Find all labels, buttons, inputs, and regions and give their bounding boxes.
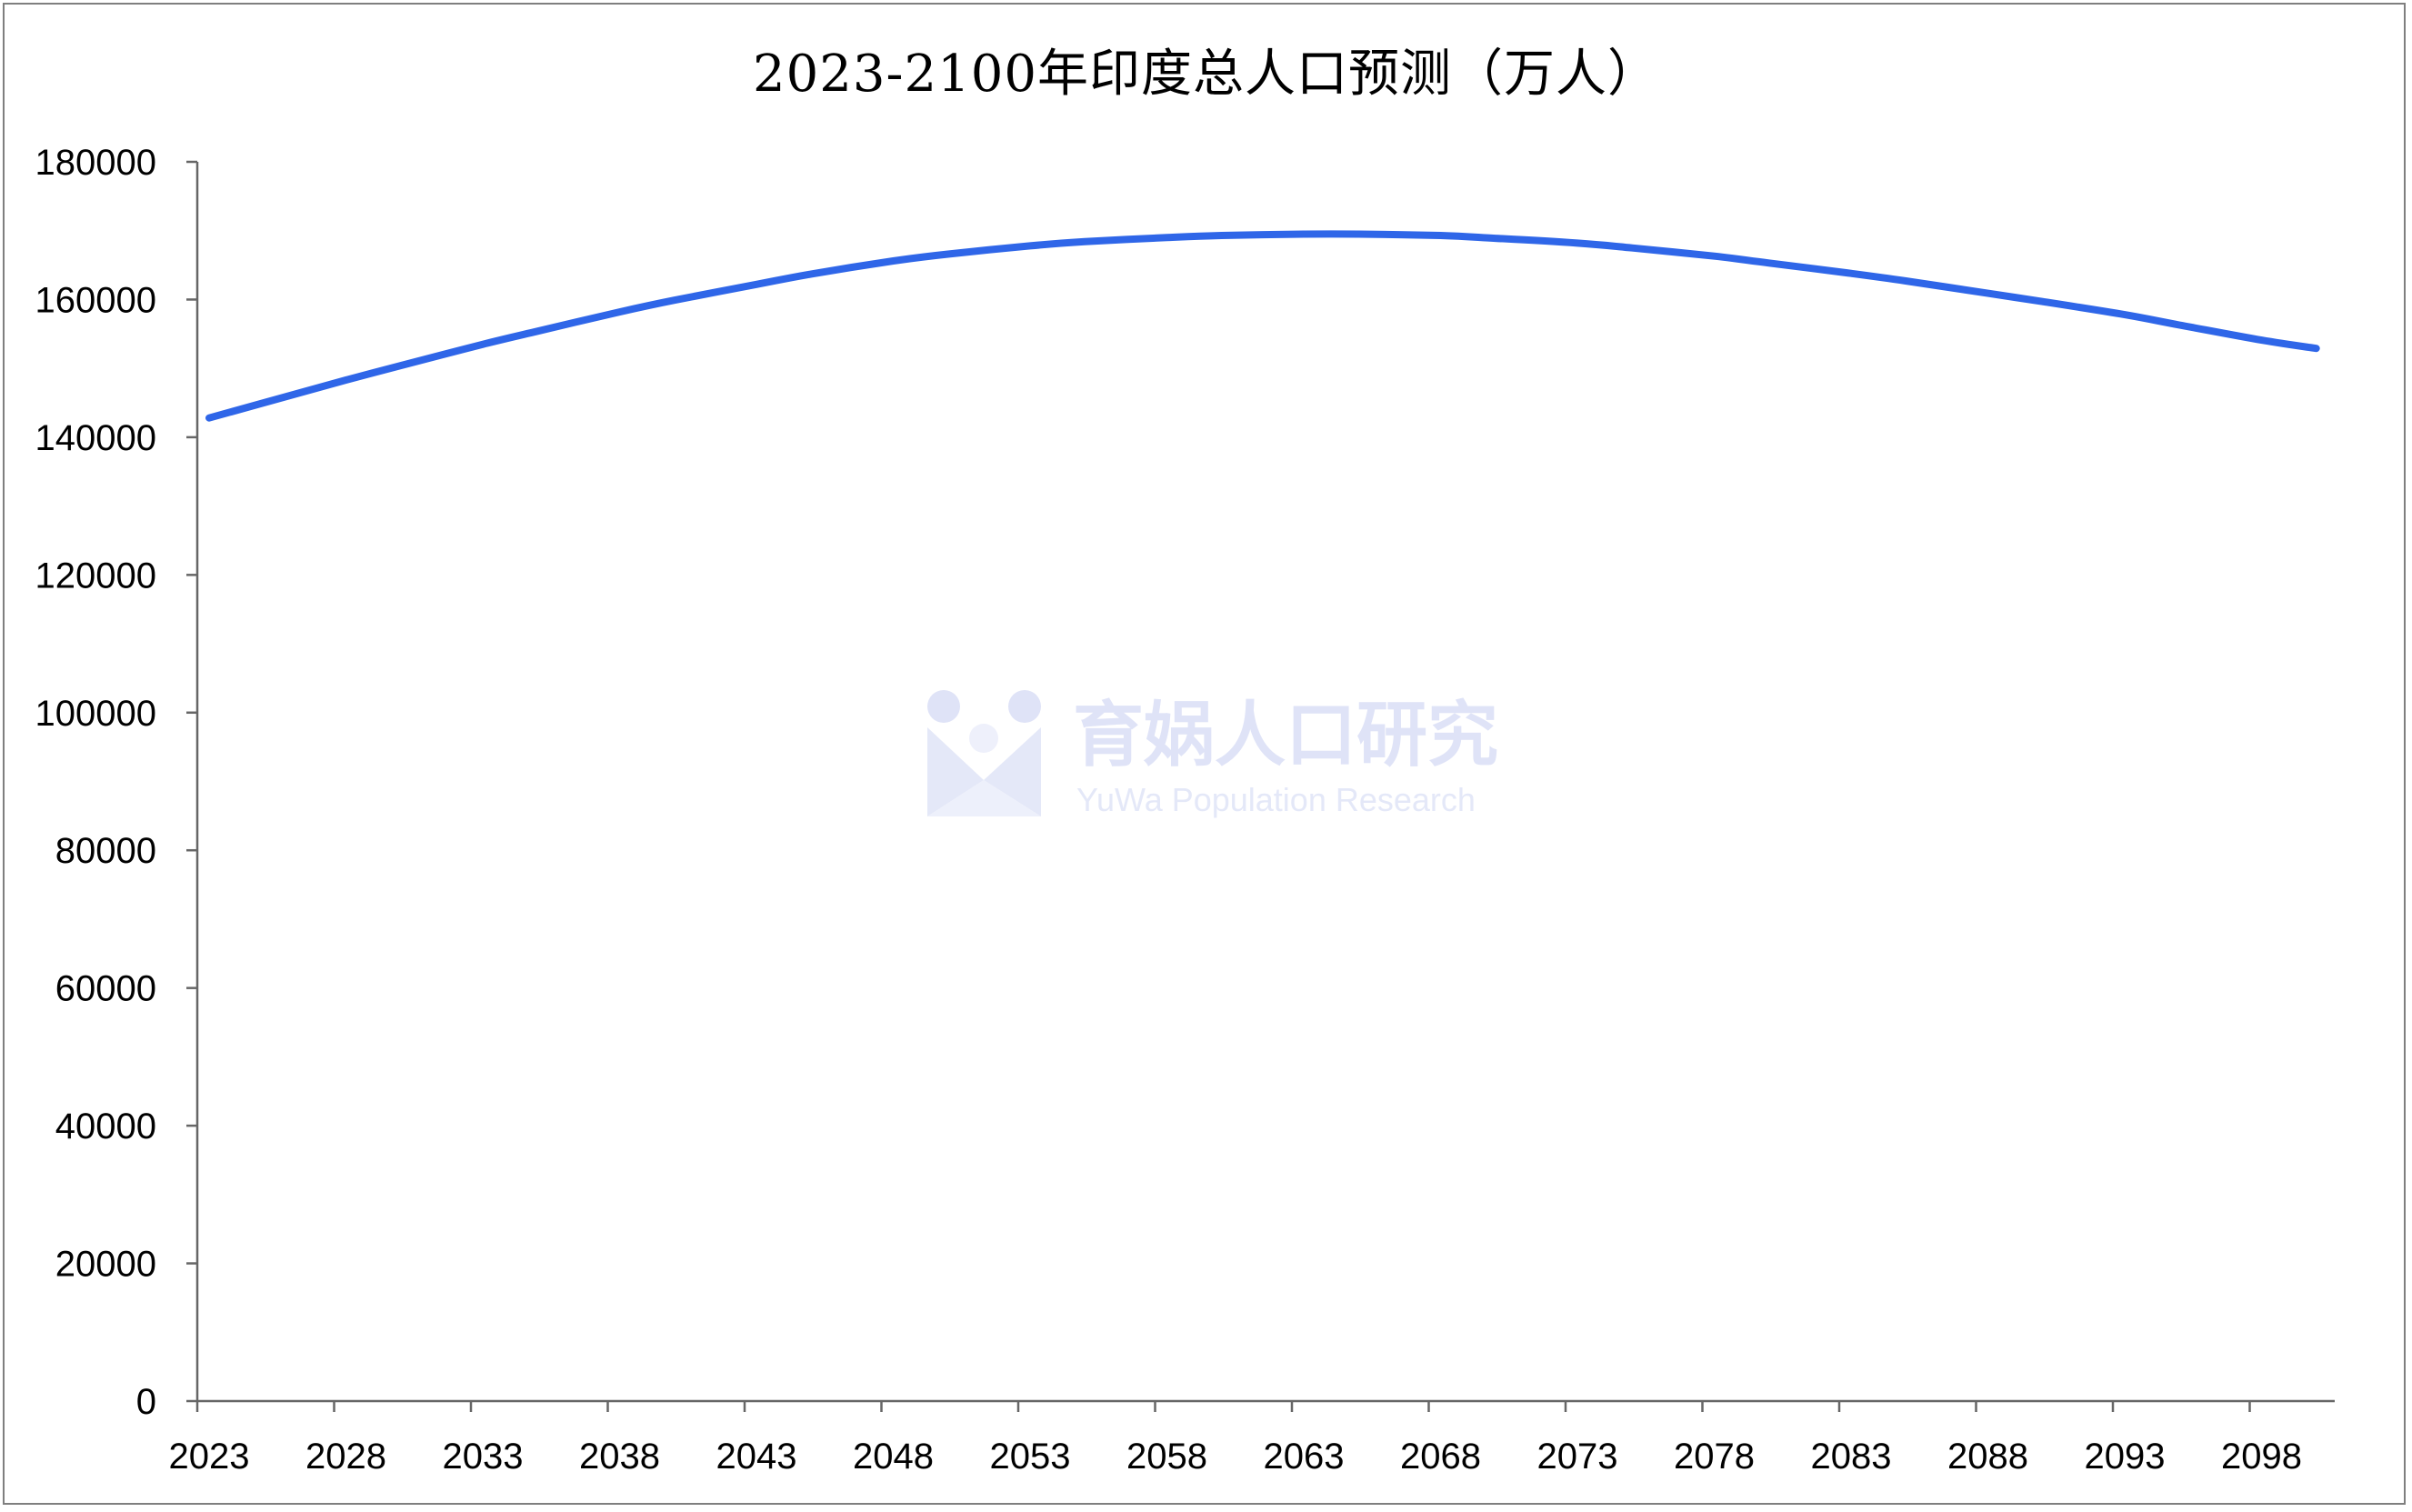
x-tick-label: 2028 — [305, 1437, 386, 1477]
y-tick-label: 40000 — [55, 1106, 156, 1147]
x-tick-label: 2068 — [1400, 1437, 1481, 1477]
y-tick-label: 120000 — [35, 556, 156, 596]
x-tick-label: 2053 — [990, 1437, 1071, 1477]
x-tick-label: 2033 — [443, 1437, 524, 1477]
y-tick-label: 160000 — [35, 280, 156, 320]
y-tick-label: 180000 — [35, 143, 156, 183]
x-tick-label: 2043 — [716, 1437, 797, 1477]
x-tick-label: 2083 — [1811, 1437, 1892, 1477]
x-tick-label: 2093 — [2085, 1437, 2166, 1477]
y-tick-label: 60000 — [55, 969, 156, 1009]
x-tick-label: 2048 — [853, 1437, 934, 1477]
x-tick-label: 2078 — [1674, 1437, 1755, 1477]
watermark-name-en: YuWa Population Research — [1076, 781, 1476, 818]
x-tick-label: 2038 — [579, 1437, 660, 1477]
x-tick-label: 2088 — [1947, 1437, 2028, 1477]
x-tick-label: 2098 — [2221, 1437, 2302, 1477]
yuwa-logo-icon — [927, 690, 1041, 816]
y-tick-label: 20000 — [55, 1245, 156, 1285]
chart-title: 2023-2100年印度总人口预测（万人） — [753, 45, 1659, 104]
x-axis-ticks: 2023 2028 2033 2038 2043 2048 2053 2058 2063 2068… — [169, 1401, 2302, 1477]
x-tick-label: 2073 — [1537, 1437, 1618, 1477]
y-tick-label: 100000 — [35, 694, 156, 734]
watermark: 育娲人口研究 YuWa Population Research — [927, 690, 1498, 818]
x-tick-label: 2023 — [169, 1437, 250, 1477]
y-tick-label: 80000 — [55, 831, 156, 871]
x-tick-label: 2058 — [1126, 1437, 1207, 1477]
chart-frame — [3, 3, 2406, 1505]
watermark-name-cn: 育娲人口研究 — [1073, 695, 1498, 776]
y-tick-label: 140000 — [35, 418, 156, 458]
x-tick-label: 2063 — [1264, 1437, 1345, 1477]
axes — [195, 162, 2335, 1403]
y-tick-label: 0 — [136, 1382, 156, 1422]
series-line — [205, 230, 2320, 422]
y-axis-ticks: 0 20000 40000 60000 80000 100000 120000 140000 1… — [35, 143, 197, 1422]
